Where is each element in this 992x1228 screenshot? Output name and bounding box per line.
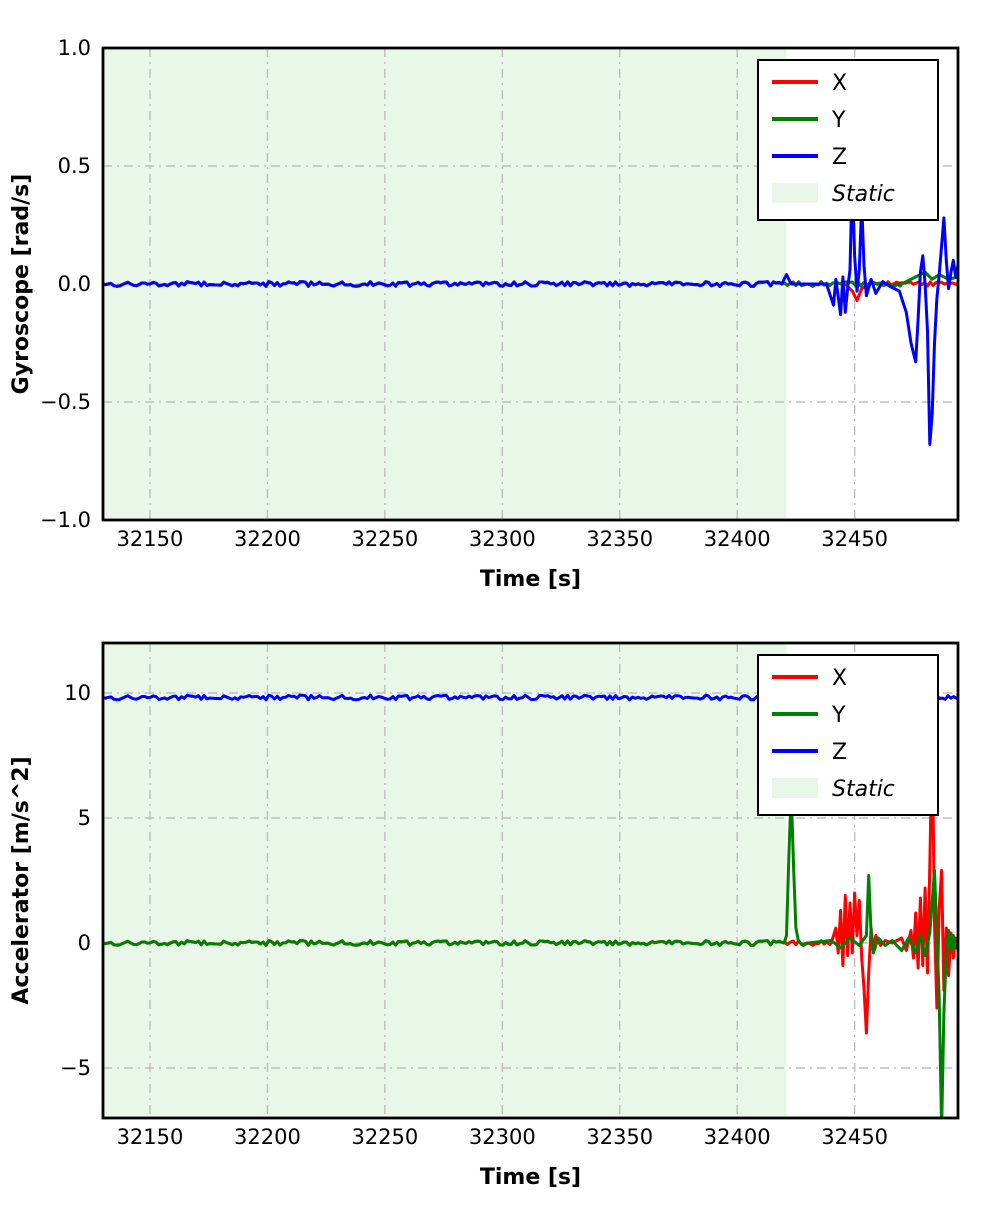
legend-patch-sample	[772, 778, 818, 798]
x-tick-label: 32150	[117, 1125, 184, 1149]
accelerometer-chart: 32150 32200 32250 32300 32350 32400 32450 10 5 0 −…	[9, 641, 960, 1190]
y-tick-label: 1.0	[58, 36, 91, 60]
y-tick-label: 10	[64, 681, 91, 705]
y-tick-label: −1.0	[40, 508, 91, 532]
x-tick-label: 32150	[117, 527, 184, 551]
x-tick-label: 32300	[469, 527, 536, 551]
series-group	[103, 173, 958, 446]
y-axis-label: Gyroscope [rad/s]	[9, 174, 34, 395]
x-tick-label: 32250	[351, 527, 418, 551]
plot-border	[101, 641, 960, 1120]
y-axis-label: Accelerator [m/s^2]	[9, 756, 34, 1004]
legend: XYZ Static	[757, 654, 939, 816]
series-line-y	[103, 789, 958, 1118]
legend: XYZ Static	[757, 59, 939, 221]
legend-label: Z	[832, 740, 847, 765]
x-tick-label: 32250	[351, 1125, 418, 1149]
x-tick-label: 32200	[234, 1125, 301, 1149]
x-tick-label: 32350	[586, 1125, 653, 1149]
gyroscope-chart: 32150 32200 32250 32300 32350 32400 32450 1.0 0.…	[9, 36, 960, 592]
y-tick-label: 0	[78, 931, 91, 955]
y-tick-label: −0.5	[40, 390, 91, 414]
x-tick-label: 32400	[704, 527, 771, 551]
y-tick-label: 0.5	[58, 154, 91, 178]
x-tick-label: 32450	[821, 527, 888, 551]
x-axis-label: Time [s]	[480, 567, 581, 592]
legend-label: X	[832, 666, 847, 691]
x-tick-label: 32200	[234, 527, 301, 551]
y-tick-label: −5	[60, 1056, 91, 1080]
legend-label: Static	[832, 182, 895, 207]
series-line-z	[103, 173, 958, 446]
x-tick-label: 32450	[821, 1125, 888, 1149]
legend-label: X	[832, 71, 847, 96]
x-axis-label: Time [s]	[480, 1165, 581, 1190]
plot-border	[101, 46, 960, 522]
y-tick-label: 0.0	[58, 272, 91, 296]
x-tick-label: 32400	[704, 1125, 771, 1149]
legend-label: Y	[831, 703, 846, 728]
legend-label: Static	[832, 777, 895, 802]
static-region	[103, 643, 787, 1118]
x-tick-label: 32300	[469, 1125, 536, 1149]
legend-patch-sample	[772, 183, 818, 203]
x-tick-label: 32350	[586, 527, 653, 551]
legend-label: Y	[831, 108, 846, 133]
y-tick-label: 5	[78, 806, 91, 830]
legend-label: Z	[832, 145, 847, 170]
